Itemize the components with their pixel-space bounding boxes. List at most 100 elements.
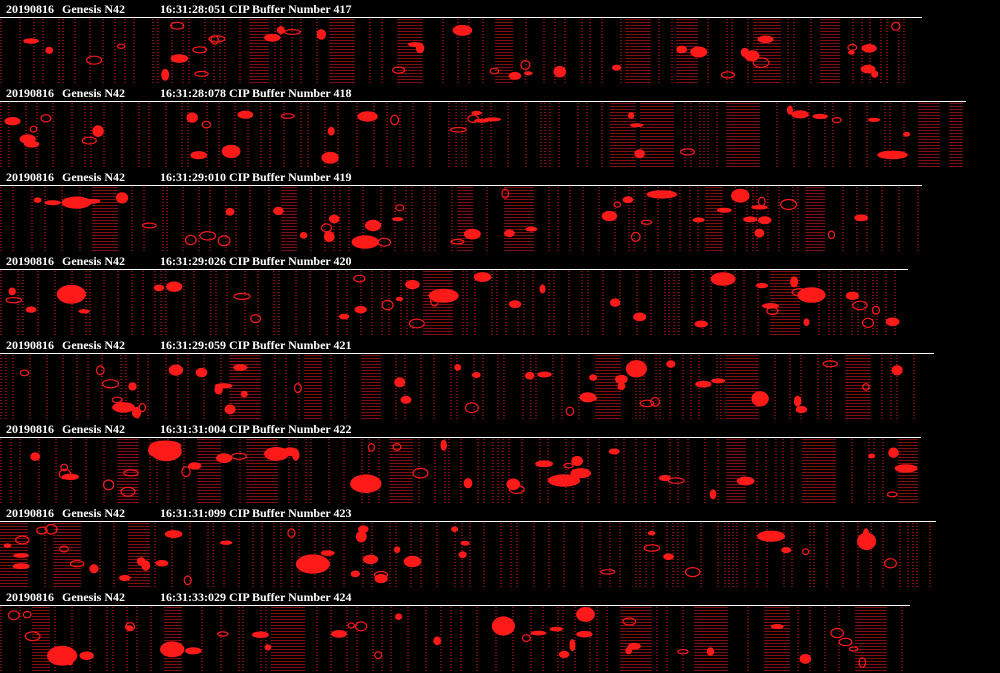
buffer-date: 20190816 [6,422,54,436]
particle-blob [458,551,467,559]
particle-blob [355,530,367,543]
particle-blob [392,217,404,222]
particle-blob [170,54,189,63]
particle-blob [525,226,538,232]
probe-name: Genesis N42 [62,170,125,184]
particle-blob [463,478,473,489]
particle-blob [328,214,340,224]
particle-blob [576,607,595,622]
particle-blob [220,540,233,545]
particle-ring [565,406,575,417]
buffer-header: 20190816 Genesis N42 16:31:28:051 CIP Buff… [0,0,1000,18]
particle-blob [539,284,546,294]
particle-blob [61,196,92,209]
particle-blob [558,650,570,658]
particle-blob [571,455,583,467]
particle-ring [886,491,898,498]
particle-blob [663,553,674,560]
particle-ring [19,369,30,377]
particle-blob [848,50,855,55]
particle-blob [214,383,233,389]
particle-blob [628,112,635,119]
particle-ring [852,300,868,311]
buffer-header: 20190816 Genesis N42 16:31:31:099 CIP Buff… [0,504,1000,522]
particle-blob [237,110,254,119]
particle-blob [8,287,16,296]
particle-blob [166,281,183,292]
particle-blob [894,464,918,473]
particle-blob [116,192,129,204]
particle-blob [576,630,593,638]
particle-blob [845,291,860,300]
probe-name: Genesis N42 [62,590,125,604]
particle-blob [56,284,86,304]
particle-blob [634,149,645,159]
particle-blob [30,452,41,461]
buffer-header: 20190816 Genesis N42 16:31:33:029 CIP Buff… [0,588,1000,606]
particle-ring [183,575,192,586]
particle-blob [331,630,348,638]
particle-blob [225,207,235,216]
particle-blob [320,550,335,556]
buffer-top-rule [0,437,921,438]
particle-blob [451,526,459,532]
particle-blob [460,540,470,546]
particle-blob [362,554,379,565]
particle-blob [164,530,183,539]
buffer-7: 20190816 Genesis N42 16:31:31:099 CIP Buff… [0,504,1000,588]
buffer-header: 20190816 Genesis N42 16:31:29:010 CIP Buff… [0,168,1000,186]
particle-ring [125,622,136,632]
particle-ring [501,188,510,199]
particle-blob [647,531,656,536]
particle-blob [471,372,481,378]
particle-blob [861,44,877,53]
particle-ring [622,617,637,626]
particle-ring [720,71,736,79]
particle-blob [891,365,903,376]
particle-blob [569,639,576,652]
particle-blob [630,123,644,128]
particle-ring [613,201,622,208]
particle-ring [890,21,901,31]
particle-ring [231,452,247,460]
particle-blob [547,474,581,487]
particle-blob [612,64,622,71]
particle-blob [186,112,198,123]
particle-ring [123,469,139,477]
particle-blob [504,229,515,238]
particle-blob [161,68,170,81]
particle-blob [440,439,447,451]
particle-blob [483,117,502,122]
particle-blob [658,474,671,482]
buffer-time-label: 16:31:33:029 CIP Buffer Number 424 [160,590,352,604]
particle-blob [112,402,135,413]
particle-blob [276,26,285,35]
particle-blob [610,298,621,307]
particle-blob [125,625,134,631]
particle-blob [327,126,335,136]
particle-blob [754,228,765,238]
particle-blob [508,300,522,308]
particle-ring [390,114,400,126]
probe-name: Genesis N42 [62,422,125,436]
particle-blob [13,553,29,558]
particle-blob [216,453,233,464]
particle-ring [40,114,52,123]
particle-blob [365,219,382,232]
particle-ring [102,479,115,491]
buffer-3: 20190816 Genesis N42 16:31:29:010 CIP Buff… [0,168,1000,252]
particle-ring [801,548,810,556]
particle-ring [354,621,368,632]
particle-blob [155,559,169,567]
particle-ring [29,125,38,133]
particle-ring [353,274,366,283]
particle-blob [405,279,420,290]
particle-ring [392,66,406,74]
particle-blob [549,626,563,632]
particle-ring [101,379,120,389]
particle-blob [694,320,708,328]
particle-blob [625,360,648,378]
particle-ring [780,198,798,211]
particle-blob [89,564,99,574]
probe-name: Genesis N42 [62,338,125,352]
